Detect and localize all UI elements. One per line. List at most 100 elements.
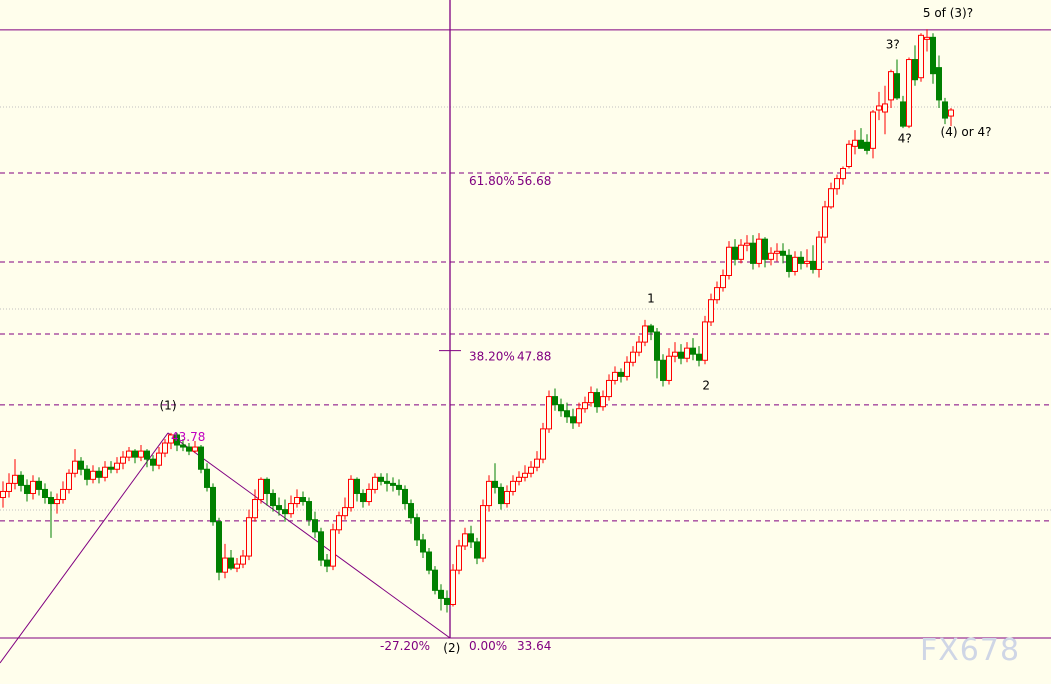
candle-body xyxy=(72,460,78,474)
candle-up xyxy=(918,33,924,82)
candle-up xyxy=(258,477,264,504)
candle-body xyxy=(708,299,714,323)
candle-up xyxy=(546,390,552,433)
candle-down xyxy=(216,517,222,581)
candle-body xyxy=(198,446,204,470)
candle-body xyxy=(30,480,36,494)
candle-body xyxy=(522,472,528,478)
candle-body xyxy=(498,486,504,505)
wave-label: 3? xyxy=(886,37,900,51)
wave-label: (2) xyxy=(443,641,460,655)
candle-up xyxy=(504,485,510,508)
candle-body xyxy=(528,466,534,474)
candle-body xyxy=(648,325,654,333)
candle-up xyxy=(222,543,228,579)
candle-down xyxy=(780,243,786,264)
candle-body xyxy=(390,482,396,486)
candle-up xyxy=(870,109,876,159)
candle-down xyxy=(48,491,54,538)
candle-up xyxy=(768,247,774,266)
candle-body xyxy=(858,139,864,149)
candle-down xyxy=(570,408,576,429)
wave-label: 5 of (3)? xyxy=(923,6,973,20)
candle-body xyxy=(792,256,798,272)
candle-down xyxy=(396,479,402,496)
candle-body xyxy=(894,73,900,99)
candle-body xyxy=(720,274,726,289)
candle-body xyxy=(294,497,300,505)
candle-up xyxy=(582,396,588,413)
candle-body xyxy=(600,396,606,408)
candle-down xyxy=(936,55,942,108)
candle-body xyxy=(486,480,492,507)
candle-body xyxy=(930,36,936,75)
candle-up xyxy=(804,249,810,268)
candle-body xyxy=(750,242,756,264)
candle-up xyxy=(450,564,456,607)
candle-body xyxy=(216,521,222,573)
candle-body xyxy=(942,101,948,119)
candle-body xyxy=(426,551,432,571)
candle-down xyxy=(264,477,270,506)
candle-up xyxy=(738,239,744,264)
candle-up xyxy=(588,386,594,407)
candle-up xyxy=(828,182,834,209)
candle-down xyxy=(438,584,444,611)
candle-body xyxy=(516,476,522,482)
candle-body xyxy=(936,67,942,101)
candle-up xyxy=(102,461,108,482)
candle-down xyxy=(492,463,498,494)
candle-body xyxy=(918,34,924,79)
candle-body xyxy=(570,416,576,424)
candle-down xyxy=(408,499,414,524)
candle-body xyxy=(852,139,858,147)
candle-up xyxy=(30,475,36,500)
candle-up xyxy=(522,465,528,482)
watermark-logo: FX678 xyxy=(920,633,1020,668)
candle-up xyxy=(948,107,954,127)
candle-up xyxy=(480,499,486,563)
candle-body xyxy=(882,103,888,113)
candle-up xyxy=(138,445,144,462)
candle-body xyxy=(114,462,120,470)
candle-body xyxy=(330,529,336,567)
candle-up xyxy=(852,130,858,155)
candle-up xyxy=(246,509,252,561)
candle-body xyxy=(846,143,852,168)
candle-body xyxy=(222,557,228,573)
wave-label: (1) xyxy=(160,399,177,413)
candle-down xyxy=(786,249,792,278)
candle-up xyxy=(642,319,648,347)
candle-down xyxy=(354,477,360,502)
candle-down xyxy=(564,402,570,423)
candle-up xyxy=(330,523,336,571)
candle-up xyxy=(630,346,636,367)
candle-body xyxy=(420,539,426,553)
candle-body xyxy=(786,254,792,272)
candle-down xyxy=(432,566,438,595)
candle-up xyxy=(192,440,198,454)
candle-down xyxy=(762,237,768,268)
candle-up xyxy=(114,457,120,474)
candle-down xyxy=(42,483,48,504)
candle-body xyxy=(336,515,342,531)
candle-body xyxy=(642,325,648,343)
candle-down xyxy=(402,485,408,510)
candle-body xyxy=(798,256,804,264)
candle-up xyxy=(168,432,174,450)
candle-body xyxy=(0,490,6,499)
candle-body xyxy=(624,361,630,377)
candle-body xyxy=(540,428,546,460)
peak-price-label: 43.78 xyxy=(171,430,205,444)
candle-body xyxy=(252,499,258,519)
candle-body xyxy=(84,468,90,480)
candle-down xyxy=(900,95,906,129)
fib-price-label: 33.64 xyxy=(517,639,551,653)
candle-body xyxy=(18,474,24,486)
candle-down xyxy=(198,445,204,474)
candle-up xyxy=(240,549,246,569)
horizontal-levels xyxy=(0,29,1051,639)
candle-down xyxy=(144,449,150,468)
